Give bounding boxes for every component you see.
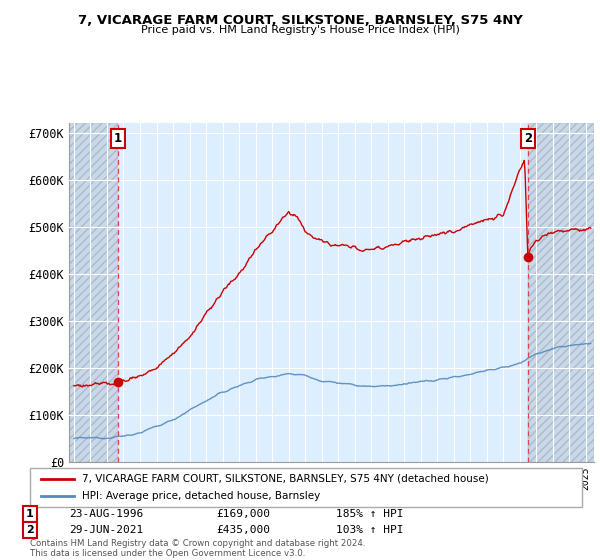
Text: 29-JUN-2021: 29-JUN-2021 [69,525,143,535]
Bar [528,123,594,462]
Text: 7, VICARAGE FARM COURT, SILKSTONE, BARNSLEY, S75 4NY: 7, VICARAGE FARM COURT, SILKSTONE, BARNS… [77,14,523,27]
Text: HPI: Average price, detached house, Barnsley: HPI: Average price, detached house, Barn… [82,491,320,501]
Text: 23-AUG-1996: 23-AUG-1996 [69,509,143,519]
Text: £435,000: £435,000 [216,525,270,535]
Text: 7, VICARAGE FARM COURT, SILKSTONE, BARNSLEY, S75 4NY (detached house): 7, VICARAGE FARM COURT, SILKSTONE, BARNS… [82,474,489,484]
Text: 2: 2 [524,132,532,144]
Bar [69,123,118,462]
Text: 1: 1 [26,509,34,519]
Text: £169,000: £169,000 [216,509,270,519]
Text: Price paid vs. HM Land Registry's House Price Index (HPI): Price paid vs. HM Land Registry's House … [140,25,460,35]
Text: 1: 1 [113,132,122,144]
Text: 103% ↑ HPI: 103% ↑ HPI [336,525,404,535]
Text: 185% ↑ HPI: 185% ↑ HPI [336,509,404,519]
Bar [528,123,594,462]
Text: Contains HM Land Registry data © Crown copyright and database right 2024.
This d: Contains HM Land Registry data © Crown c… [30,539,365,558]
Bar [69,123,118,462]
FancyBboxPatch shape [30,468,582,507]
Text: 2: 2 [26,525,34,535]
